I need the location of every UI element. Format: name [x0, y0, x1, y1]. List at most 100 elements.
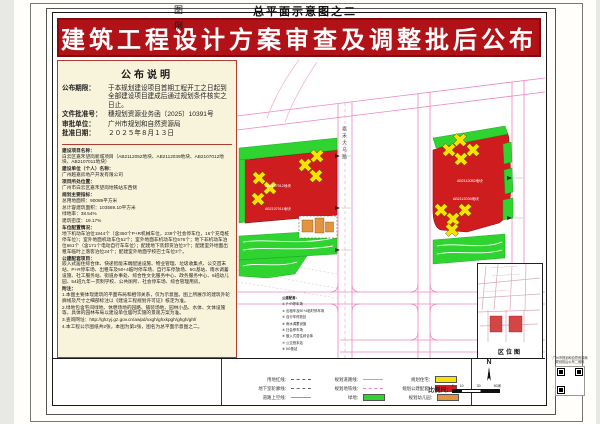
legend-item-label: 规划住宅： — [411, 376, 433, 382]
kindergarten-block — [298, 215, 338, 239]
notice-value: 于本规划建设项目首期工程开工之日起到全部建设项目建成后通过规划条件核实之日止。 — [108, 85, 227, 109]
yellow-fill-swatch — [435, 376, 457, 383]
legend-item: 规划住宅： — [389, 376, 463, 383]
legend-item-label: 绿地： — [347, 394, 361, 400]
parcel-label: AB2112039地块 — [453, 196, 479, 201]
project-section: 建设项目名称： 白云区嘉禾望岗新城项目（AB2112052地块、AB211203… — [62, 145, 232, 330]
scale-tick: 10 — [459, 384, 464, 388]
notice-value: 穗规划资源业务函〔2025〕10391号 — [108, 111, 214, 119]
green-fill-swatch — [363, 394, 385, 401]
detail-value: 广州市白云区嘉禾望岗地铁站东西侧 — [62, 184, 138, 190]
legend-item: 规划幼儿园： — [391, 394, 465, 401]
indicator-item: 绿地率：38.54% — [62, 211, 97, 217]
site-plan-drawing: AB2107012地块 AB2107011地块 AB2112052地块 AB21… — [237, 60, 545, 358]
detail-value: 白云区嘉禾望岗新城项目（AB2112052地块、AB2112039地块、AB21… — [62, 153, 224, 165]
qr-finder-icon — [557, 368, 565, 376]
qr-caption-line1: 广州市规划和自然资源局 — [552, 356, 588, 360]
qr-code — [555, 366, 585, 396]
facility-key-item: ③ 自行车停放处 — [282, 315, 307, 320]
indicators-header: 规划主要指标： — [62, 191, 95, 197]
note-item: 2.绿地包含宅间绿地、休憩场地的园路、铺装场地、园林小品、水体、文体设施等，具体… — [62, 304, 226, 316]
legend-row: 道路上空线： 绿地： 规划幼儿园： — [245, 393, 470, 402]
parcel-label: AB2112052地块 — [457, 178, 483, 183]
notice-row: 文件批准号： 穗规划资源业务函〔2025〕10391号 — [62, 111, 232, 119]
note-item: 3.查询网址：http://ghzyj.gz.gov.cn/awpd/xxgh/… — [62, 317, 197, 323]
facilities-text: 嵌入式居住综合体、快递智能末端配送设施、物业管理、垃圾收集点、公交首末站、P+R… — [62, 261, 229, 284]
legend-item-label: 规划道路线： — [334, 376, 361, 382]
page-title: 建筑工程设计方案审查及调整批后公布 — [61, 27, 537, 54]
notice-row: 批准日期： ２０２５年８月１３日 — [62, 130, 232, 138]
notice-section: 公布说明 公布期限： 于本规划建设项目首期工程开工之日起到全部建设项目建成后通过… — [62, 66, 232, 145]
notice-value: ２０２５年８月１３日 — [108, 130, 174, 138]
qr-block: 广州市规划和自然资源局 规划批后公布二维码 — [548, 356, 592, 396]
legend-item: 绿地： — [317, 394, 391, 401]
location-inset: 区位图 — [477, 263, 543, 359]
red-dashed-line-swatch — [291, 377, 311, 382]
north-arrow-icon — [487, 366, 491, 381]
grey-line-swatch — [291, 395, 311, 400]
detail-label: 建设项目名称： — [62, 147, 95, 153]
facility-key-item: ⑦ 公交首末站 — [282, 340, 303, 345]
parcel-label: AB2107012地块 — [265, 183, 291, 188]
dark-dashed-line-swatch — [291, 386, 311, 391]
map-facility-key: 公建配套： ① P+R停车场 ② 出租车及50+4临时停车场 ③ 自行车停放处 … — [282, 295, 340, 353]
indicator-item: 总用地面积：90089平方米 — [62, 197, 118, 203]
legend-item-label: 规划幼儿园： — [408, 394, 435, 400]
indicator-item: 建筑密度：19.17% — [62, 218, 102, 224]
parcel-labels: AB2107012地块 AB2107011地块 AB2112052地块 AB21… — [265, 178, 483, 211]
location-inset-caption: 区位图 — [497, 350, 522, 356]
scale-label: 比例尺: — [428, 387, 449, 394]
facility-key-item: ② 出租车及50+4临时停车场 — [282, 308, 325, 313]
legend-item-label: 用地红线： — [267, 376, 289, 382]
indicator-item: 总计容建筑面积：103569.10平方米 — [62, 204, 136, 210]
facilities-header: 公建配套项目： — [62, 255, 95, 261]
notice-label: 批准日期： — [62, 130, 95, 138]
note-item: 4.本工程公示图纸共2张，本图为第2张，图名为总平面示意图之二。 — [62, 324, 203, 330]
facility-key-header: 公建配套： — [282, 296, 299, 300]
notice-label: 审批单位： — [62, 120, 95, 128]
strip-divider — [220, 359, 222, 405]
notice-header: 公布说明 — [121, 70, 173, 81]
scale-bar-graphic: 0 10 30 50米 — [451, 384, 506, 394]
legend-item-label: 规划地铁线： — [334, 385, 361, 391]
annotation-leaders — [341, 155, 523, 251]
legend-grid: 用地红线： 规划道路线： 规划住宅： 地下室轮廓线： 规划地铁线： 规 — [245, 375, 470, 402]
road-name-label: 嘉禾大马路 — [341, 126, 347, 161]
pink-dashed-line-swatch — [363, 386, 383, 391]
title-banner: 建筑工程设计方案审查及调整批后公布 — [57, 18, 541, 57]
scale-tick: 50米 — [493, 384, 502, 388]
pink-line-swatch — [363, 377, 383, 382]
facility-key-item: ① P+R停车场 — [282, 302, 303, 307]
scale-bar: 比例尺: 0 10 30 50米 — [428, 384, 506, 394]
legend-item: 用地红线： — [245, 377, 317, 383]
legend-item-label: 道路上空线： — [262, 394, 289, 400]
scale-tick: 0 — [451, 384, 454, 388]
scale-bar-segments — [451, 388, 500, 393]
orange-fill-swatch — [437, 394, 459, 401]
detail-label: 建设单位（个人）名称： — [62, 166, 114, 172]
green-areas — [238, 125, 514, 279]
plan-title: 总平面示意图之二 — [253, 6, 357, 18]
parking-text: 地下机动车泊位1944个（含360个P+R机械车位，239个社会停车位，16个充… — [62, 231, 230, 254]
legend-strip — [52, 358, 545, 405]
facility-key-item: ⑧ 5G基站 — [282, 347, 298, 352]
detail-label: 项目所处位置： — [62, 179, 95, 184]
legend-item-label: 规划公建配套： — [402, 385, 433, 391]
annotation-arrows — [335, 154, 512, 252]
facility-key-item: ⑤ 社会停车场 — [282, 328, 303, 333]
scale-tick: 30 — [476, 384, 481, 388]
qr-caption-line2: 规划批后公布二维码 — [555, 360, 585, 364]
legend-item: 地下室轮廓线： — [245, 386, 317, 392]
location-inset-map — [477, 263, 541, 342]
facility-key-item: ④ 雨水调蓄设施 — [282, 321, 307, 326]
middle-frame — [46, 8, 556, 415]
info-panel: 公布说明 公布期限： 于本规划建设项目首期工程开工之日起到全部建设项目建成后通过… — [57, 60, 237, 358]
north-label: N — [486, 359, 492, 366]
legend-item-label: 地下室轮廓线： — [258, 385, 289, 391]
outer-frame — [30, 3, 583, 422]
notice-row: 审批单位： 广州市规划和自然资源局 — [62, 121, 232, 129]
legend-item: 道路上空线： — [245, 395, 317, 401]
legend-item: 规划道路线： — [317, 377, 389, 383]
notice-label: 公布期限： — [62, 85, 95, 92]
